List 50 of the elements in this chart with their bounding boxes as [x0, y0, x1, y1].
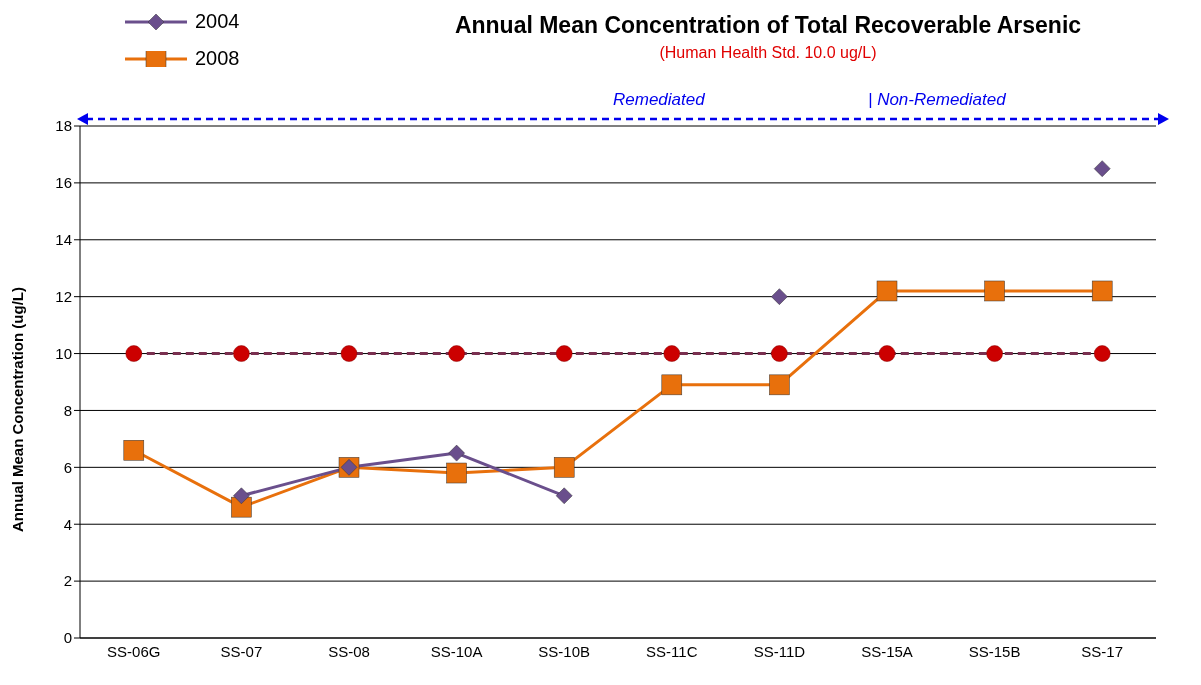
y-tick-label: 4	[63, 515, 72, 533]
point	[661, 374, 683, 396]
point	[340, 345, 358, 362]
point	[663, 345, 681, 362]
y-tick-label: 16	[55, 174, 72, 192]
x-tick-label: SS-17	[1081, 642, 1124, 660]
point	[1093, 345, 1111, 362]
y-tick-label: 10	[55, 344, 72, 362]
x-tick-label: SS-08	[328, 642, 370, 660]
chart-title: Annual Mean Concentration of Total Recoverable Arsenic	[453, 12, 1083, 39]
point	[1091, 280, 1113, 302]
point	[984, 280, 1005, 302]
point	[1093, 160, 1111, 177]
y-tick-label: 2	[63, 572, 72, 590]
y-tick-label: 14	[55, 231, 72, 249]
x-tick-label: SS-10B	[538, 642, 591, 660]
x-tick-label: SS-10A	[430, 642, 483, 660]
point	[448, 345, 465, 362]
y-tick-label: 18	[55, 117, 72, 135]
point	[123, 440, 145, 461]
y-axis-title: Annual Mean Concentration (ug/L)	[9, 287, 27, 532]
x-tick-label: SS-06G	[107, 642, 161, 660]
text: Remediated	[613, 90, 705, 110]
point	[555, 487, 573, 505]
point	[233, 487, 250, 505]
x-tick-label: SS-15B	[968, 642, 1021, 660]
legend-label: 2008	[195, 47, 240, 70]
point	[771, 345, 788, 362]
point	[769, 374, 790, 396]
y-tick-label: 6	[63, 458, 72, 476]
point	[876, 280, 898, 302]
point	[553, 457, 575, 478]
point	[446, 462, 467, 484]
chart-subtitle: (Human Health Std. 10.0 ug/L)	[658, 44, 878, 62]
y-tick-label: 8	[63, 401, 72, 419]
point	[233, 345, 250, 362]
legend-label: 2004	[195, 10, 240, 33]
point	[125, 345, 143, 362]
point	[986, 345, 1003, 362]
y-tick-label: 12	[55, 287, 72, 305]
x-tick-label: SS-07	[220, 642, 263, 660]
point	[555, 345, 573, 362]
x-tick-label: SS-15A	[861, 642, 913, 660]
y-tick-label: 0	[63, 629, 72, 647]
x-tick-label: SS-11C	[646, 642, 698, 660]
point	[448, 444, 465, 462]
text: | Non-Remediated	[868, 90, 1006, 110]
x-tick-label: SS-11D	[753, 642, 806, 660]
point	[878, 345, 896, 362]
point	[771, 288, 788, 305]
